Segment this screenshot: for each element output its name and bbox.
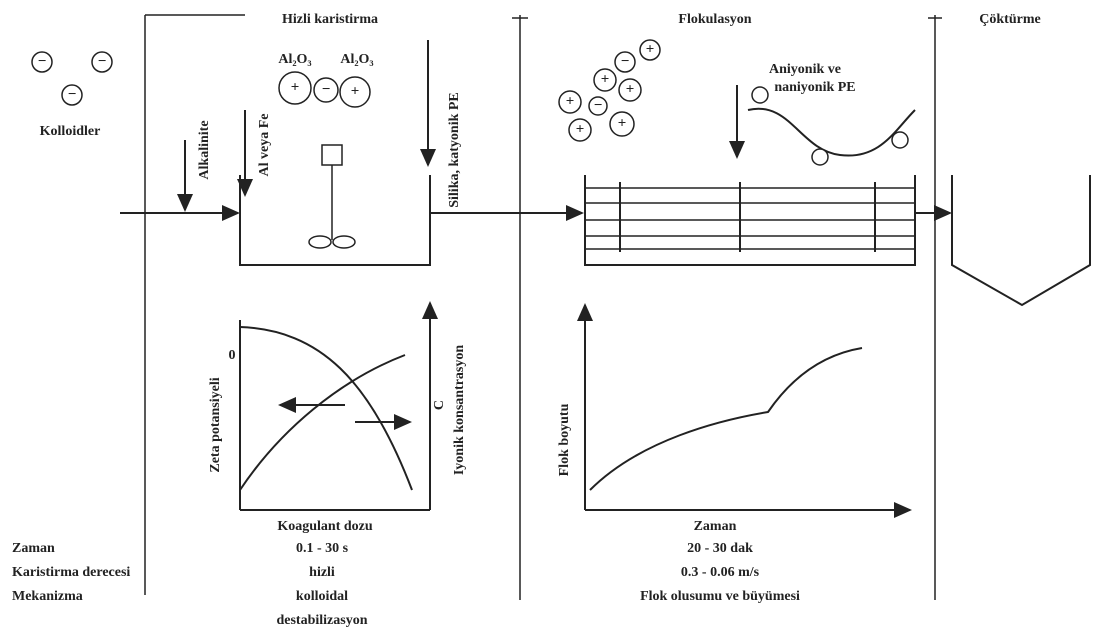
oxide-circles (278, 71, 371, 108)
charge: + (291, 79, 300, 95)
mixing-value: kolloidal (296, 589, 348, 604)
colloids-label: Kolloidler (40, 124, 101, 139)
polymer-beads (751, 86, 909, 166)
mixing-header: Hizli karistirma (282, 12, 378, 27)
charge: − (38, 53, 47, 69)
charge: + (576, 121, 585, 137)
charge: + (618, 115, 627, 131)
floc-value: Flok olusumu ve büyümesi (640, 589, 800, 604)
charge: + (601, 71, 610, 87)
c-label: C (432, 400, 447, 410)
coagulant-label: Al veya Fe (257, 114, 272, 177)
mixing-value: destabilizasyon (276, 613, 367, 628)
charge: + (566, 93, 575, 109)
polymer-label: Aniyonik ve (769, 62, 841, 77)
charge: − (98, 53, 107, 69)
mixing-tank (239, 175, 431, 266)
mixer-blade (308, 235, 332, 249)
row-label: Zaman (12, 541, 55, 556)
time-label: Zaman (694, 519, 737, 534)
ionic-label: Iyonik konsantrasyon (452, 345, 467, 476)
charge: − (621, 53, 630, 69)
row-label: Karistirma derecesi (12, 565, 130, 580)
polymer-label: naniyonik PE (774, 80, 855, 95)
mixing-chart (239, 301, 438, 511)
charge: + (626, 81, 635, 97)
flocculation-header: Flokulasyon (678, 12, 751, 27)
silica-label: Silika, katyonik PE (447, 92, 462, 208)
frame (144, 14, 942, 600)
alkalinity-label: Alkalinite (197, 120, 212, 179)
charge: + (646, 41, 655, 57)
zeta-label: Zeta potansiyeli (208, 377, 223, 472)
floc-circles (558, 39, 661, 142)
row-label: Mekanizma (12, 589, 83, 604)
colloid-circles (31, 51, 113, 106)
oxide-label: Al₂O₃ (278, 52, 311, 67)
settling-header: Çöktürme (979, 12, 1040, 27)
mixer-motor (321, 144, 343, 166)
charge: − (68, 86, 77, 102)
charge: − (322, 81, 331, 97)
mixing-value: hizli (309, 565, 335, 580)
mixer-blade (332, 235, 356, 249)
oxide-label: Al₂O₃ (340, 52, 373, 67)
mixing-value: 0.1 - 30 s (296, 541, 349, 556)
flocculation-tank (584, 175, 916, 266)
charge: + (351, 83, 360, 99)
floc-size-label: Flok boyutu (557, 403, 572, 476)
floc-value: 20 - 30 dak (687, 541, 753, 556)
zero-label: 0 (229, 348, 236, 363)
charge: − (594, 97, 603, 113)
polymer-chain (747, 107, 916, 157)
floc-chart (577, 303, 912, 518)
floc-value: 0.3 - 0.06 m/s (681, 565, 760, 580)
settling-tank (951, 175, 1091, 307)
dose-label: Koagulant dozu (277, 519, 373, 534)
